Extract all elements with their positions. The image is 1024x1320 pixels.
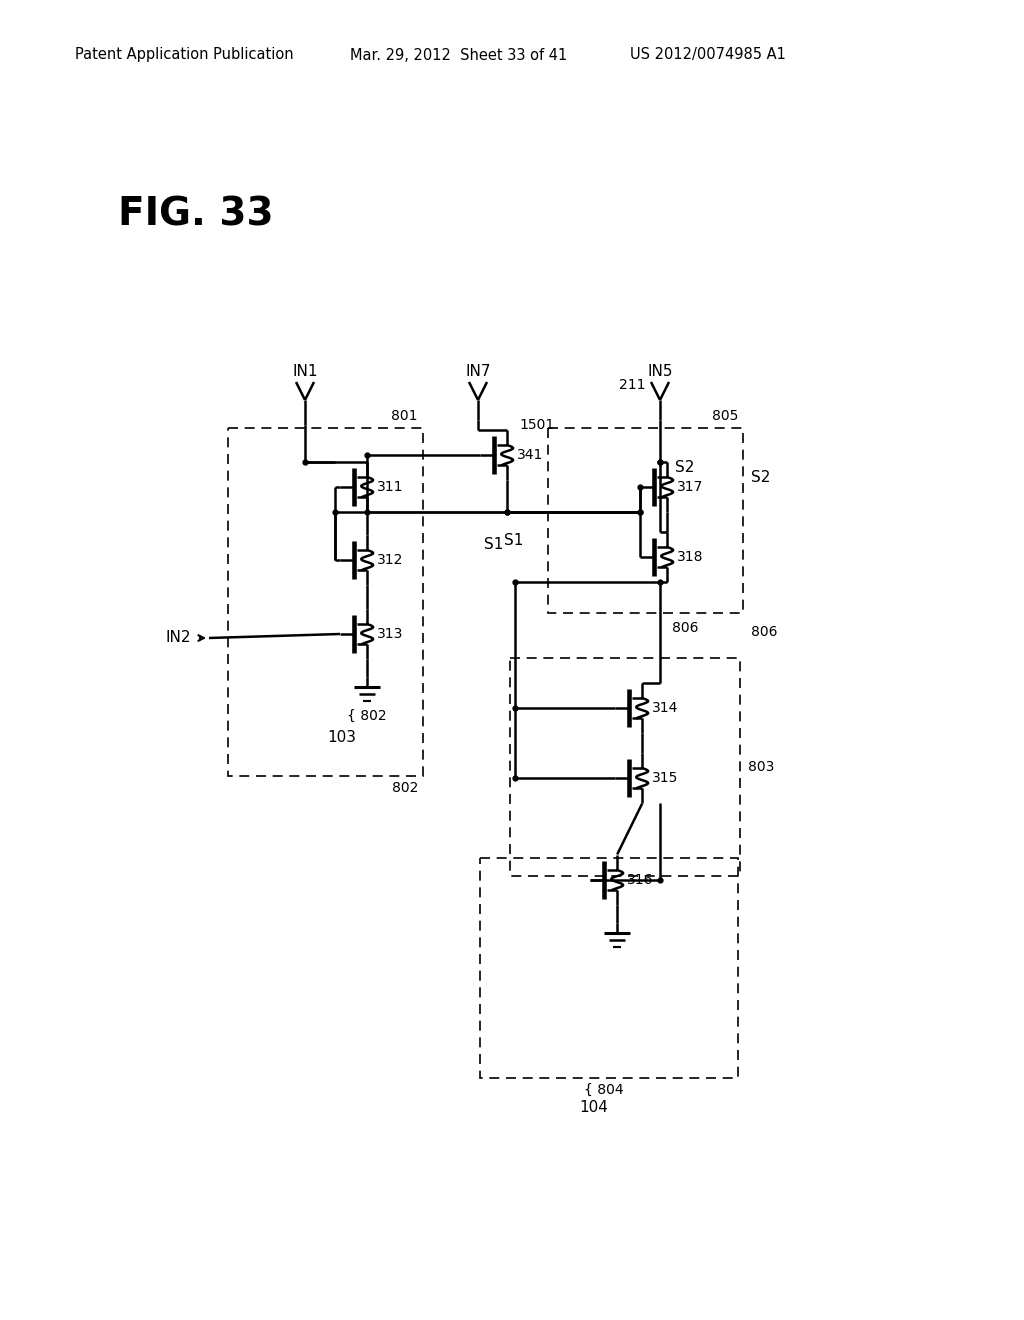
Text: Patent Application Publication: Patent Application Publication — [75, 48, 294, 62]
Text: US 2012/0074985 A1: US 2012/0074985 A1 — [630, 48, 785, 62]
Text: 806: 806 — [751, 626, 777, 639]
Text: 313: 313 — [377, 627, 403, 642]
Text: S1: S1 — [484, 537, 503, 552]
Text: 341: 341 — [517, 447, 544, 462]
Text: IN7: IN7 — [465, 364, 490, 380]
Text: S2: S2 — [675, 459, 694, 474]
Text: { 802: { 802 — [347, 709, 387, 722]
Text: 312: 312 — [377, 553, 403, 568]
Text: 802: 802 — [391, 781, 418, 795]
Text: 314: 314 — [652, 701, 679, 715]
Text: 805: 805 — [712, 409, 738, 422]
Text: 315: 315 — [652, 771, 679, 785]
Text: 801: 801 — [391, 409, 418, 422]
Text: 803: 803 — [748, 760, 774, 774]
Text: Mar. 29, 2012  Sheet 33 of 41: Mar. 29, 2012 Sheet 33 of 41 — [350, 48, 567, 62]
Text: 318: 318 — [677, 550, 703, 564]
Text: 311: 311 — [377, 480, 403, 494]
Text: IN1: IN1 — [292, 364, 317, 380]
Text: 316: 316 — [627, 873, 653, 887]
Bar — [548, 428, 743, 612]
Text: { 804: { 804 — [584, 1082, 624, 1097]
Text: IN5: IN5 — [647, 364, 673, 380]
Bar — [510, 657, 740, 876]
Text: 1501: 1501 — [519, 417, 554, 432]
Text: 806: 806 — [672, 620, 698, 635]
Text: 103: 103 — [328, 730, 356, 744]
Text: 104: 104 — [580, 1101, 608, 1115]
Bar — [228, 428, 423, 776]
Text: 211: 211 — [618, 378, 645, 392]
Text: 317: 317 — [677, 480, 703, 494]
Text: S2: S2 — [751, 470, 770, 484]
Text: S1: S1 — [504, 533, 523, 548]
Bar — [480, 858, 738, 1078]
Text: IN2: IN2 — [166, 631, 191, 645]
Text: FIG. 33: FIG. 33 — [118, 195, 273, 234]
